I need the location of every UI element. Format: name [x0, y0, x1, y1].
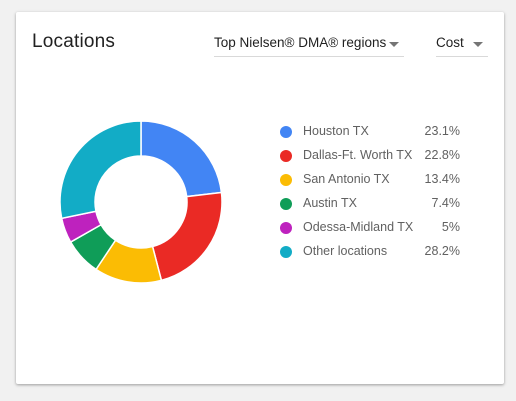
legend-value: 5%	[441, 220, 460, 234]
legend-item-dallas[interactable]: Dallas-Ft. Worth TX 22.8%	[280, 146, 460, 170]
chart-legend: Houston TX 23.1% Dallas-Ft. Worth TX 22.…	[280, 122, 460, 266]
donut-slice-houston[interactable]	[140, 120, 223, 198]
legend-swatch	[280, 246, 292, 258]
legend-swatch	[280, 150, 292, 162]
legend-value: 28.2%	[424, 244, 460, 258]
legend-item-austin[interactable]: Austin TX 7.4%	[280, 194, 460, 218]
chevron-down-icon	[389, 42, 399, 47]
donut-slice-dallas[interactable]	[151, 191, 223, 282]
legend-label: Dallas-Ft. Worth TX	[303, 148, 413, 162]
legend-value: 13.4%	[424, 172, 460, 186]
donut-slice-other-locations[interactable]	[59, 120, 142, 220]
legend-value: 7.4%	[431, 196, 461, 210]
legend-value: 23.1%	[424, 124, 460, 138]
legend-label: Other locations	[303, 244, 388, 258]
chevron-down-icon	[473, 42, 483, 47]
legend-swatch	[280, 222, 292, 234]
locations-donut-chart	[59, 120, 223, 284]
legend-item-houston[interactable]: Houston TX 23.1%	[280, 122, 460, 146]
legend-swatch	[280, 174, 292, 186]
legend-swatch	[280, 198, 292, 210]
metric-label: Cost	[436, 35, 464, 50]
legend-item-odessa-midland[interactable]: Odessa-Midland TX 5%	[280, 218, 460, 242]
legend-item-other-locations[interactable]: Other locations 28.2%	[280, 242, 460, 266]
legend-label: Odessa-Midland TX	[303, 220, 413, 234]
legend-label: San Antonio TX	[303, 172, 390, 186]
legend-label: Austin TX	[303, 196, 357, 210]
region-type-dropdown[interactable]: Top Nielsen® DMA® regions	[214, 30, 404, 57]
legend-swatch	[280, 126, 292, 138]
legend-label: Houston TX	[303, 124, 369, 138]
metric-dropdown[interactable]: Cost	[436, 30, 488, 57]
legend-item-san-antonio[interactable]: San Antonio TX 13.4%	[280, 170, 460, 194]
card-title: Locations	[32, 31, 116, 52]
region-type-label: Top Nielsen® DMA® regions	[214, 35, 387, 50]
legend-value: 22.8%	[424, 148, 460, 162]
locations-card: Locations Top Nielsen® DMA® regions Cost…	[16, 12, 504, 384]
